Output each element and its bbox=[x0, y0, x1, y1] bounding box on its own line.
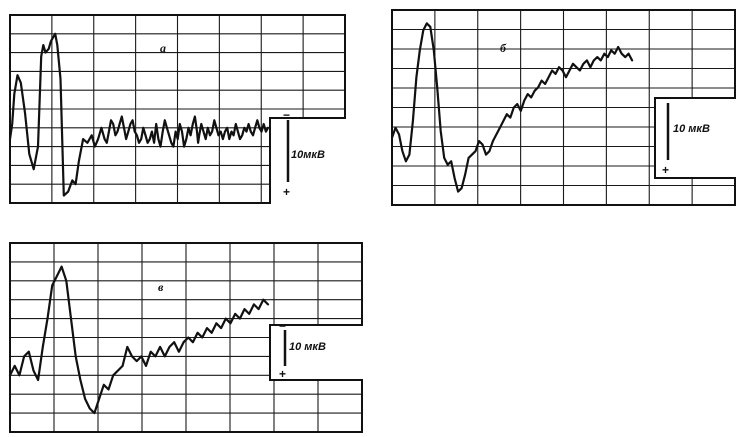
panel-b-trace bbox=[390, 22, 634, 193]
panel-c-scale-minus: − bbox=[279, 319, 286, 333]
panel-a: а − + 10мкВ bbox=[8, 14, 346, 204]
panel-b-grid bbox=[392, 10, 735, 205]
panel-b: б − + 10 мкВ bbox=[390, 9, 736, 206]
panel-c-frame bbox=[9, 242, 363, 433]
panel-c: в − + 10 мкВ bbox=[8, 242, 363, 433]
panel-b-label: б bbox=[500, 41, 507, 55]
panel-a-scale-cutout bbox=[270, 118, 345, 203]
panel-a-frame bbox=[9, 14, 346, 204]
panel-a-scale-minus: − bbox=[283, 108, 290, 122]
panel-c-scale-label: 10 мкВ bbox=[289, 341, 326, 353]
panel-c-label: в bbox=[158, 280, 164, 294]
panel-c-scale-plus: + bbox=[279, 367, 286, 381]
panel-a-scale-plus: + bbox=[283, 185, 290, 199]
panel-c-trace bbox=[8, 265, 270, 415]
panel-a-label: а bbox=[160, 41, 166, 55]
panel-b-frame bbox=[391, 9, 736, 206]
panel-b-scale-label: 10 мкВ bbox=[673, 123, 710, 135]
panel-a-trace bbox=[8, 32, 270, 197]
panel-b-scale-minus: − bbox=[662, 91, 669, 105]
panel-a-scale-label: 10мкВ bbox=[291, 149, 325, 161]
panel-b-scale-plus: + bbox=[662, 163, 669, 177]
